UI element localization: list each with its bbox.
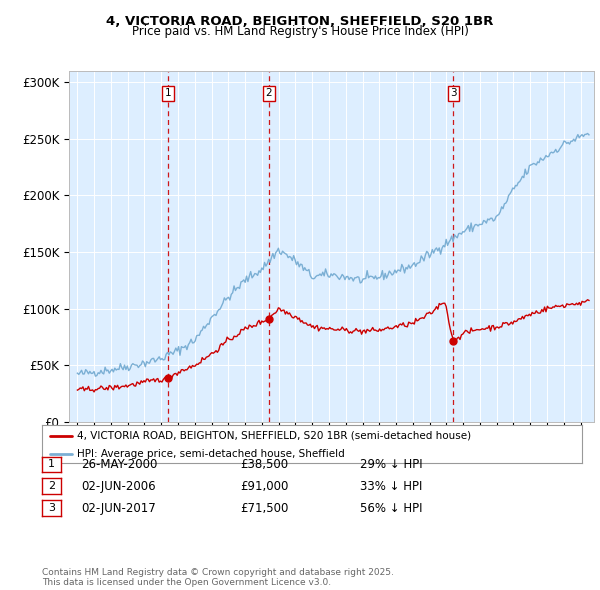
Text: 33% ↓ HPI: 33% ↓ HPI — [360, 480, 422, 493]
Text: 1: 1 — [164, 88, 171, 99]
Text: 4, VICTORIA ROAD, BEIGHTON, SHEFFIELD, S20 1BR (semi-detached house): 4, VICTORIA ROAD, BEIGHTON, SHEFFIELD, S… — [77, 431, 471, 441]
Text: HPI: Average price, semi-detached house, Sheffield: HPI: Average price, semi-detached house,… — [77, 448, 345, 458]
Text: 4, VICTORIA ROAD, BEIGHTON, SHEFFIELD, S20 1BR: 4, VICTORIA ROAD, BEIGHTON, SHEFFIELD, S… — [106, 15, 494, 28]
Text: Price paid vs. HM Land Registry's House Price Index (HPI): Price paid vs. HM Land Registry's House … — [131, 25, 469, 38]
Text: Contains HM Land Registry data © Crown copyright and database right 2025.
This d: Contains HM Land Registry data © Crown c… — [42, 568, 394, 587]
Text: 3: 3 — [450, 88, 457, 99]
Text: £91,000: £91,000 — [240, 480, 289, 493]
Text: £71,500: £71,500 — [240, 502, 289, 515]
Text: 2: 2 — [266, 88, 272, 99]
Text: 02-JUN-2006: 02-JUN-2006 — [81, 480, 155, 493]
Text: 2: 2 — [48, 481, 55, 491]
Text: £38,500: £38,500 — [240, 458, 288, 471]
Text: 29% ↓ HPI: 29% ↓ HPI — [360, 458, 422, 471]
Text: 1: 1 — [48, 460, 55, 469]
Text: 02-JUN-2017: 02-JUN-2017 — [81, 502, 156, 515]
Text: 56% ↓ HPI: 56% ↓ HPI — [360, 502, 422, 515]
Text: 3: 3 — [48, 503, 55, 513]
Text: 26-MAY-2000: 26-MAY-2000 — [81, 458, 157, 471]
